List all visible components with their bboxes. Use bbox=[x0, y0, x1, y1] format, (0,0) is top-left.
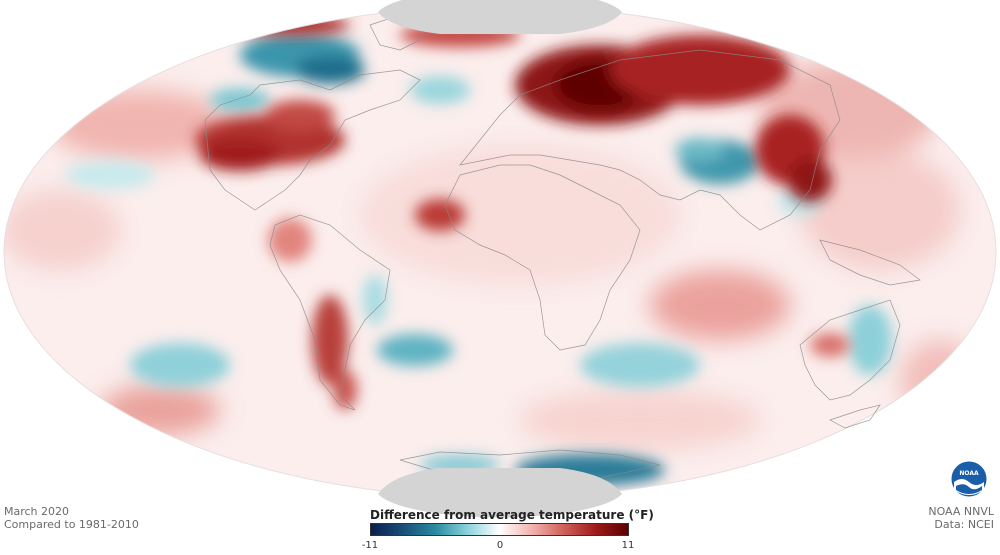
eurasia-outline bbox=[459, 49, 841, 231]
map-date: March 2020 bbox=[4, 505, 70, 518]
noaa-logo-text: NOAA bbox=[959, 470, 979, 477]
africa-outline bbox=[444, 164, 641, 351]
new-zealand-outline bbox=[829, 404, 881, 429]
anomaly-field bbox=[4, 6, 996, 498]
asia-islands-outline bbox=[819, 239, 921, 286]
legend-title: Difference from average temperature (°F) bbox=[370, 508, 654, 522]
data-source-credit: Data: NCEI bbox=[934, 518, 994, 531]
footer-left: March 2020 Compared to 1981-2010 bbox=[4, 505, 139, 531]
legend-min-label: -11 bbox=[361, 540, 379, 551]
producer-credit: NOAA NNVL bbox=[928, 505, 994, 518]
legend-mid-label: 0 bbox=[496, 540, 504, 551]
legend-colorbar bbox=[370, 523, 629, 536]
footer-right: NOAA NNVL Data: NCEI bbox=[928, 505, 994, 531]
continent-outlines bbox=[204, 14, 921, 481]
legend-max-label: 11 bbox=[621, 540, 635, 551]
north-polar-no-data bbox=[378, 0, 622, 34]
baseline-period: Compared to 1981-2010 bbox=[4, 518, 139, 531]
north-america-outline bbox=[204, 69, 421, 211]
south-polar-no-data bbox=[378, 468, 622, 518]
south-america-outline bbox=[269, 214, 391, 411]
noaa-logo: NOAA bbox=[950, 460, 988, 498]
warm-regions bbox=[195, 15, 850, 410]
australia-outline bbox=[799, 299, 901, 401]
